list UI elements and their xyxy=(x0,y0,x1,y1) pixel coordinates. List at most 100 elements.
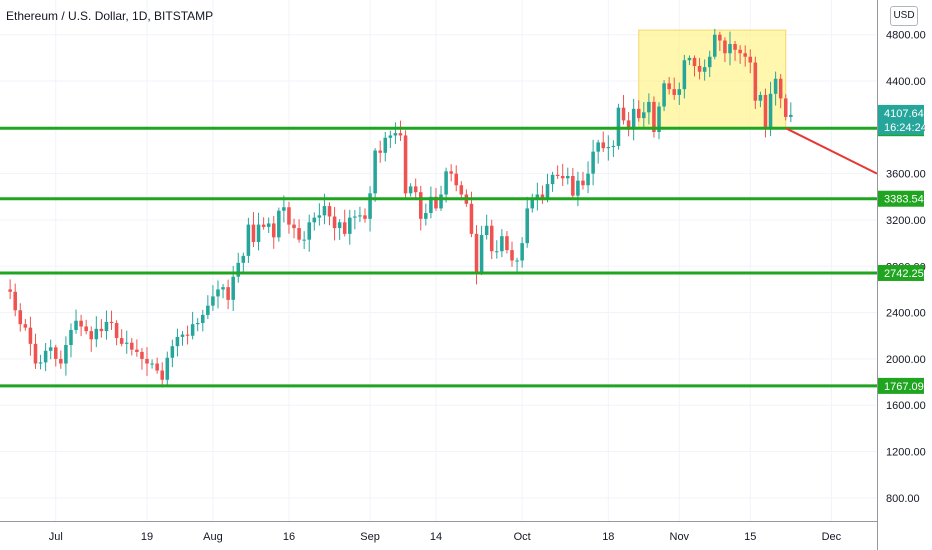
y-tick-label: 1200.00 xyxy=(886,447,926,459)
candle-body xyxy=(363,215,367,219)
candle-body xyxy=(560,175,565,179)
candle-up xyxy=(277,207,281,242)
candle-body xyxy=(500,236,504,252)
level-label-bg xyxy=(878,264,924,281)
candle-up xyxy=(611,140,616,158)
candle-down xyxy=(778,74,783,109)
candle-down xyxy=(13,283,17,317)
candle-body xyxy=(241,255,246,263)
candle-body xyxy=(170,346,175,358)
candle-up xyxy=(337,219,342,240)
level-label-text: 2742.25 xyxy=(884,268,924,280)
candle-body xyxy=(484,225,489,236)
candle-body xyxy=(201,314,205,324)
candle-body xyxy=(292,224,296,229)
currency-button[interactable]: USD xyxy=(890,6,918,26)
candle-body xyxy=(444,171,448,195)
candle-body xyxy=(540,194,545,198)
candle-up xyxy=(530,193,535,213)
candle-down xyxy=(84,319,88,335)
candle-down xyxy=(89,326,94,352)
candle-body xyxy=(449,171,453,174)
candle-down xyxy=(226,279,230,310)
candle-up xyxy=(266,217,271,233)
candle-up xyxy=(170,339,175,368)
level-label-bg xyxy=(878,190,924,207)
candle-down xyxy=(28,316,33,356)
candle-body xyxy=(246,224,251,256)
candle-down xyxy=(33,333,38,369)
candle-body xyxy=(581,180,585,186)
candle-body xyxy=(368,193,372,219)
candle-body xyxy=(256,224,261,242)
candle-body xyxy=(606,147,611,149)
level-price-label: 3383.54 xyxy=(878,190,924,207)
candle-body xyxy=(571,175,575,196)
candle-body xyxy=(789,114,793,117)
candle-body xyxy=(23,324,28,328)
candle-body xyxy=(277,210,281,238)
candle-body xyxy=(251,224,256,242)
candle-body xyxy=(79,320,83,327)
candle-up xyxy=(773,71,778,106)
candle-body xyxy=(378,150,382,153)
candle-body xyxy=(565,175,570,179)
candle-body xyxy=(667,83,671,90)
x-tick-label: Nov xyxy=(670,531,690,543)
candle-body xyxy=(479,235,484,273)
candle-body xyxy=(59,358,63,364)
candle-down xyxy=(109,310,114,330)
candle-down xyxy=(135,339,139,357)
candle-up xyxy=(190,311,195,340)
candle-body xyxy=(266,223,271,227)
candle-down xyxy=(53,344,58,367)
candle-up xyxy=(662,80,666,112)
candle-up xyxy=(576,171,580,207)
candle-down xyxy=(140,348,144,370)
candle-body xyxy=(261,224,266,227)
candle-down xyxy=(251,212,256,248)
candle-body xyxy=(160,370,164,380)
candle-up xyxy=(586,161,590,194)
candle-up xyxy=(535,182,540,211)
candle-up xyxy=(677,82,682,105)
y-tick-label: 2400.00 xyxy=(886,308,926,320)
candle-down xyxy=(753,56,758,110)
candle-down xyxy=(119,329,124,347)
candle-body xyxy=(89,331,94,340)
candle-body xyxy=(545,184,550,198)
candle-body xyxy=(591,151,595,174)
level-label-text: 1767.09 xyxy=(884,381,924,393)
candle-body xyxy=(550,174,555,185)
candle-body xyxy=(18,310,23,325)
candle-up xyxy=(312,212,317,231)
candle-body xyxy=(408,186,413,194)
candle-body xyxy=(99,328,104,332)
candle-up xyxy=(647,93,651,125)
candle-body xyxy=(738,49,742,54)
candle-body xyxy=(140,351,144,359)
candle-body xyxy=(190,324,195,336)
candle-up xyxy=(256,212,261,251)
candle-down xyxy=(99,319,104,338)
candle-body xyxy=(520,243,524,261)
candle-body xyxy=(64,345,68,364)
candle-body xyxy=(682,60,687,90)
x-tick-label: 15 xyxy=(744,531,756,543)
countdown-timer: 16:24:24 xyxy=(884,122,927,134)
candle-down xyxy=(621,94,626,125)
candle-body xyxy=(474,233,479,273)
candle-down xyxy=(418,185,423,231)
candle-up xyxy=(758,91,763,108)
candle-body xyxy=(216,289,220,297)
candle-body xyxy=(69,329,73,346)
candle-body xyxy=(636,108,641,119)
candle-body xyxy=(723,40,727,54)
candle-body xyxy=(155,363,159,371)
candle-body xyxy=(718,34,722,41)
x-tick-label: 19 xyxy=(141,531,153,543)
level-price-label: 1767.09 xyxy=(878,377,924,394)
candle-body xyxy=(783,98,788,117)
candle-down xyxy=(155,357,159,374)
